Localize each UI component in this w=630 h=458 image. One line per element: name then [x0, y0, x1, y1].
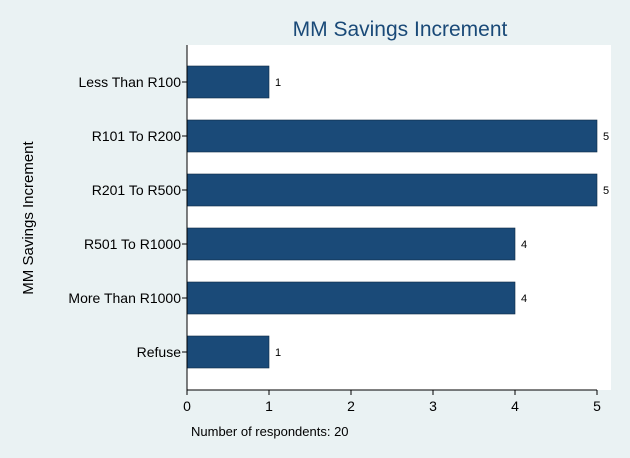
x-tick-label-0: 0: [183, 398, 191, 414]
x-tick-label-5: 5: [593, 398, 601, 414]
category-label-3: R501 To R1000: [84, 236, 181, 252]
bar-0: [186, 65, 270, 99]
x-tick-label-2: 2: [347, 398, 355, 414]
category-label-2: R201 To R500: [92, 182, 181, 198]
category-label-5: Refuse: [137, 344, 182, 360]
category-label-0: Less Than R100: [79, 74, 182, 90]
bar-5: [186, 335, 270, 369]
plot-area: [187, 45, 611, 390]
data-label-0: 1: [275, 77, 281, 89]
bar-1: [186, 119, 598, 153]
respondents-note: Number of respondents: 20: [191, 424, 349, 439]
data-label-3: 4: [521, 239, 527, 251]
chart-title: MM Savings Increment: [293, 18, 508, 41]
category-label-1: R101 To R200: [92, 128, 181, 144]
x-tick-label-1: 1: [265, 398, 273, 414]
y-axis-label: MM Savings Increment: [20, 140, 37, 294]
data-label-5: 1: [275, 347, 281, 359]
data-label-2: 5: [603, 185, 609, 197]
x-tick-label-4: 4: [511, 398, 519, 414]
data-label-1: 5: [603, 131, 609, 143]
category-label-4: More Than R1000: [68, 290, 181, 306]
data-label-4: 4: [521, 293, 527, 305]
bar-4: [186, 281, 516, 315]
bar-2: [186, 173, 598, 207]
x-tick-label-3: 3: [429, 398, 437, 414]
bar-3: [186, 227, 516, 261]
axes-layer: Less Than R100 R101 To R200 R201 To R500 R5…: [68, 45, 601, 414]
bars-layer: 1 5 5 4 4 1: [186, 65, 609, 369]
